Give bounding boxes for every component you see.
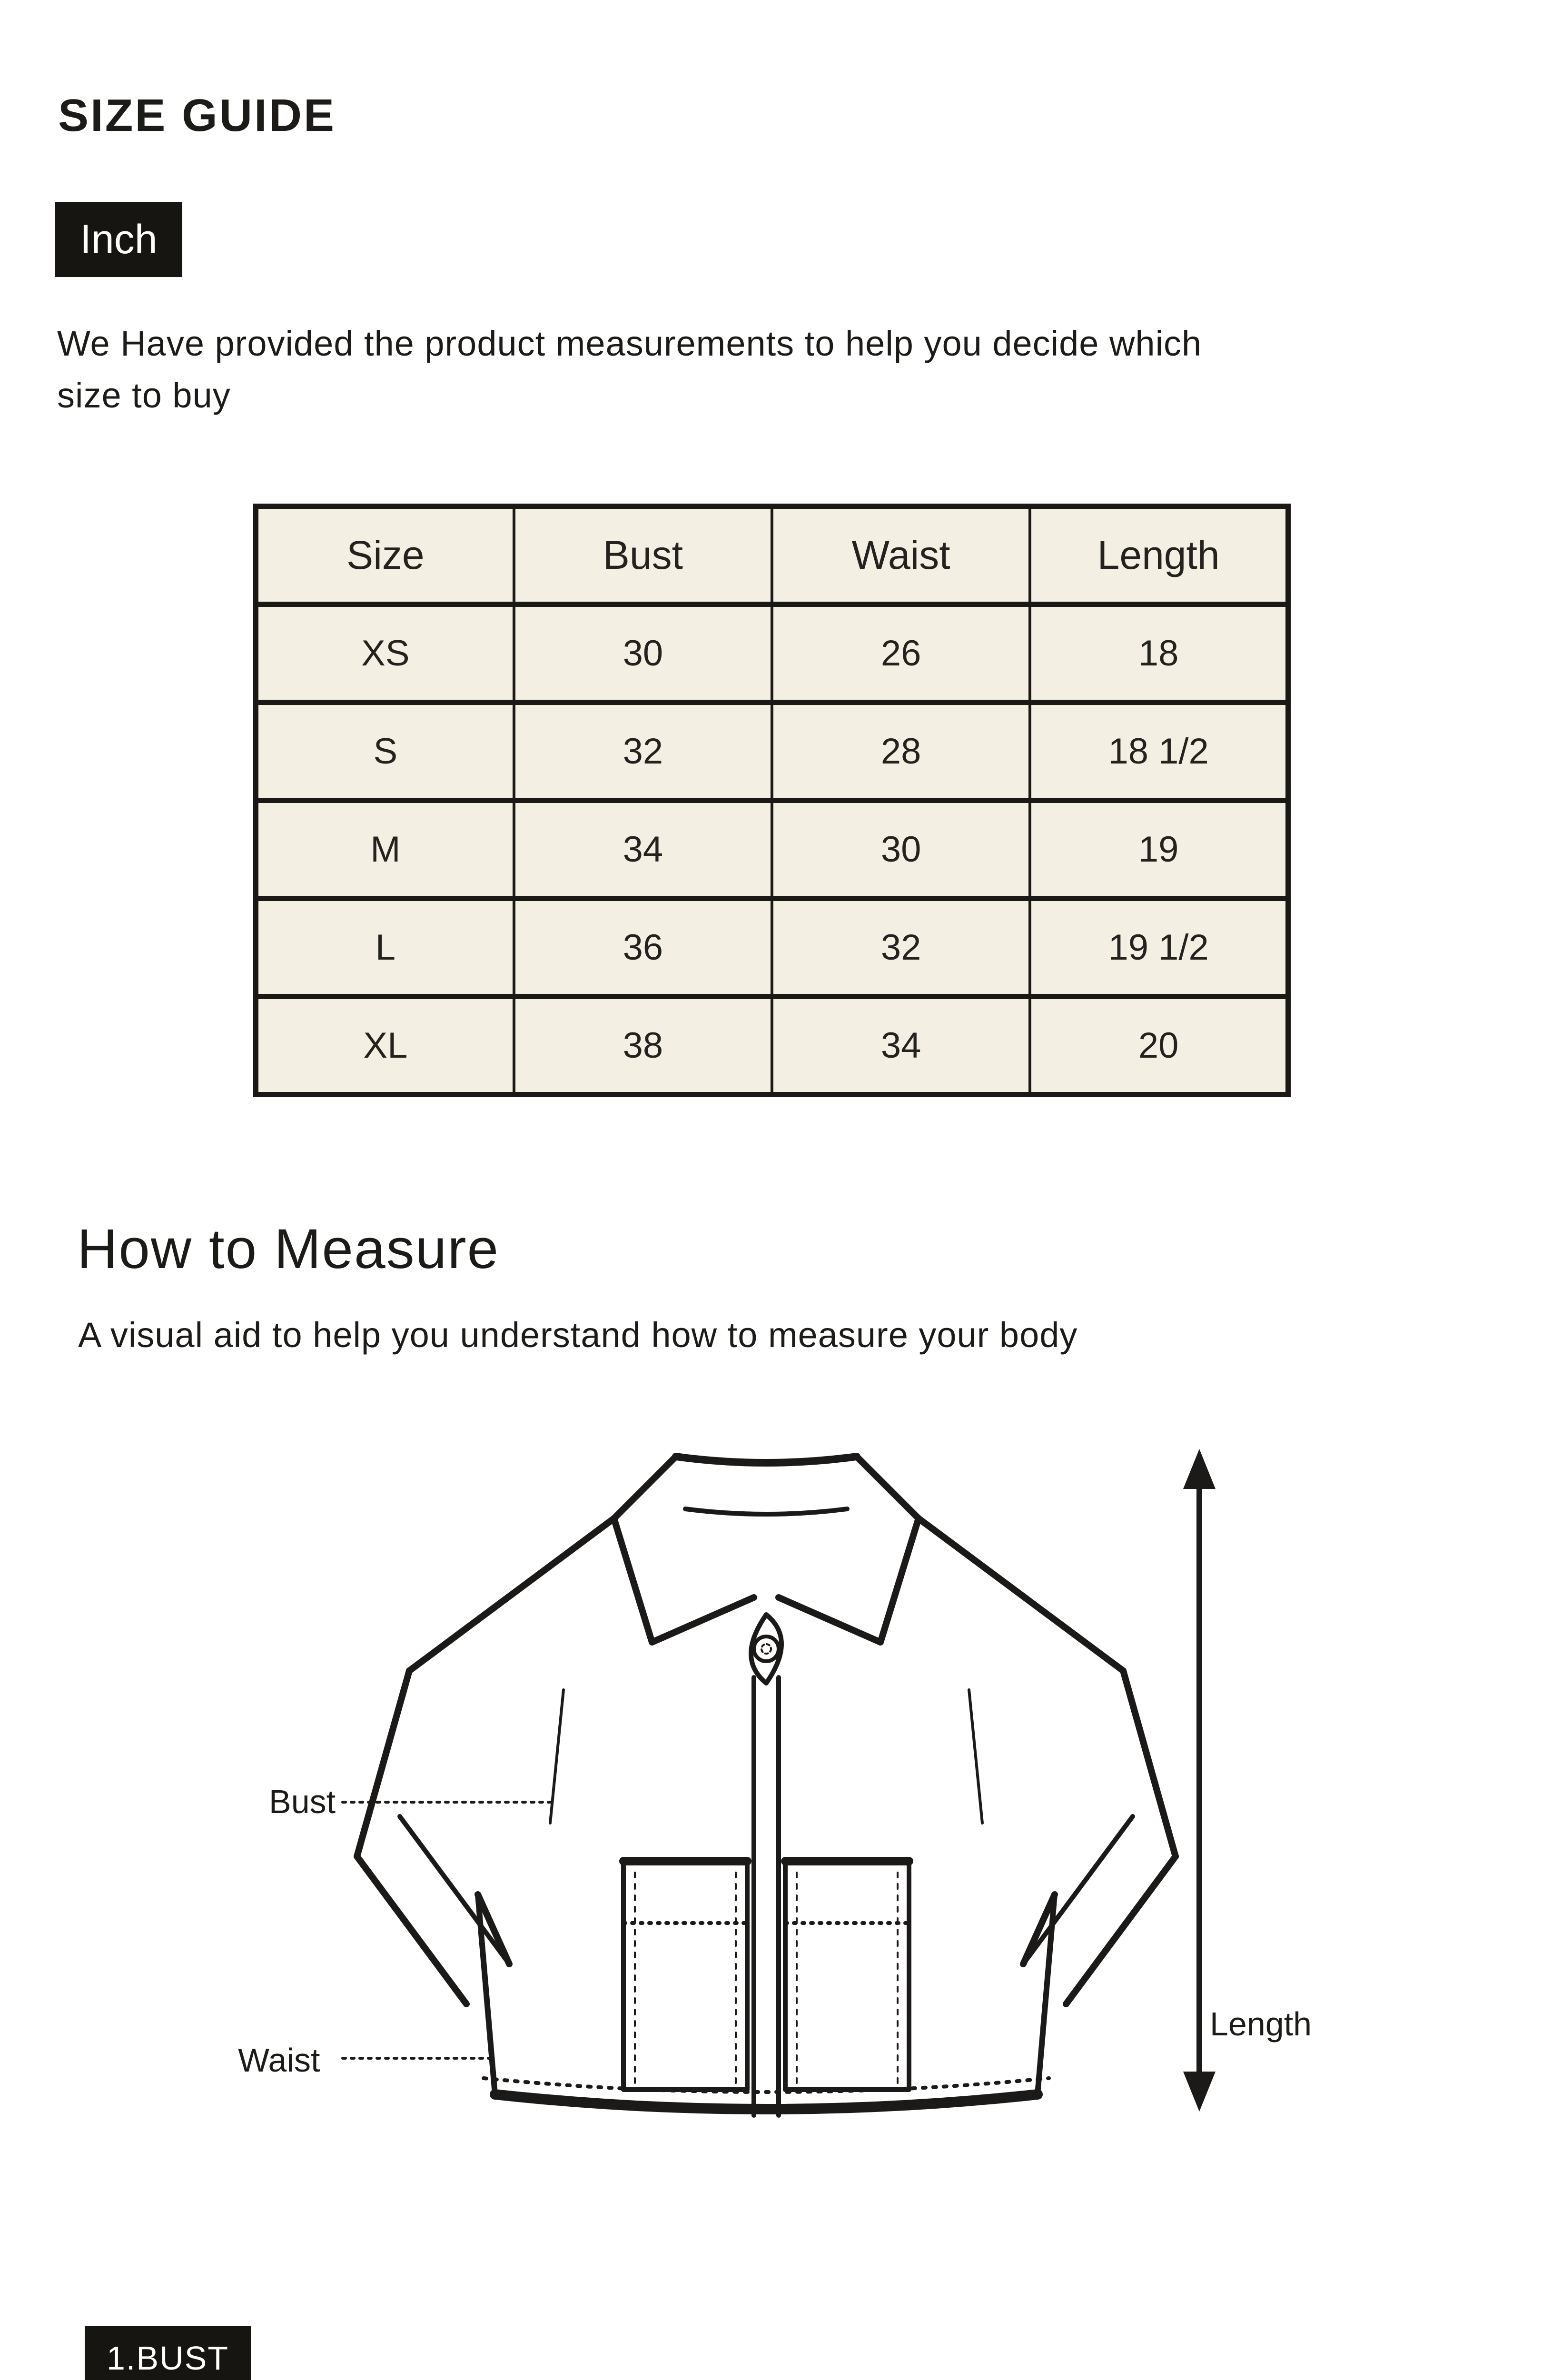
- bust-label: Bust: [269, 1783, 336, 1820]
- column-header-bust: Bust: [512, 504, 774, 607]
- table-header-row: Size Bust Waist Length: [254, 504, 1290, 607]
- table-cell: XL: [254, 994, 515, 1097]
- page-title: SIZE GUIDE: [58, 90, 336, 141]
- how-to-measure-subheading: A visual aid to help you understand how …: [78, 1315, 1078, 1355]
- table-cell: 32: [770, 896, 1032, 999]
- table-row: S 32 28 18 1/2: [254, 700, 1290, 803]
- length-label: Length: [1210, 2005, 1312, 2043]
- table-cell: 34: [770, 994, 1032, 1097]
- column-header-size: Size: [254, 504, 515, 607]
- waist-label: Waist: [238, 2042, 320, 2079]
- table-cell: 18: [1028, 602, 1290, 705]
- table-cell: 20: [1028, 994, 1290, 1097]
- table-row: L 36 32 19 1/2: [254, 896, 1290, 999]
- column-header-length: Length: [1028, 504, 1290, 607]
- table-cell: 19: [1028, 798, 1290, 901]
- step-badge-bust: 1.BUST: [85, 2326, 251, 2380]
- table-cell: 36: [512, 896, 774, 999]
- measurement-diagram: Bust Waist Length: [228, 1428, 1352, 2132]
- table-cell: 34: [512, 798, 774, 901]
- column-header-waist: Waist: [770, 504, 1032, 607]
- table-cell: 30: [770, 798, 1032, 901]
- table-cell: S: [254, 700, 515, 803]
- table-cell: 32: [512, 700, 774, 803]
- table-row: XS 30 26 18: [254, 602, 1290, 705]
- table-row: M 34 30 19: [254, 798, 1290, 901]
- shirt-diagram-illustration: [341, 1449, 1216, 2118]
- table-cell: 18 1/2: [1028, 700, 1290, 803]
- length-arrow: [1183, 1449, 1216, 2112]
- table-cell: 26: [770, 602, 1032, 705]
- table-cell: L: [254, 896, 515, 999]
- intro-text: We Have provided the product measurement…: [57, 324, 1202, 415]
- table-cell: M: [254, 798, 515, 901]
- table-row: XL 38 34 20: [254, 994, 1290, 1097]
- table-cell: XS: [254, 602, 515, 705]
- table-cell: 30: [512, 602, 774, 705]
- table-cell: 28: [770, 700, 1032, 803]
- table-cell: 38: [512, 994, 774, 1097]
- unit-badge: Inch: [55, 202, 182, 278]
- size-table: Size Bust Waist Length XS 30 26 18 S 32 …: [253, 504, 1291, 1097]
- how-to-measure-heading: How to Measure: [77, 1218, 500, 1280]
- table-cell: 19 1/2: [1028, 896, 1290, 999]
